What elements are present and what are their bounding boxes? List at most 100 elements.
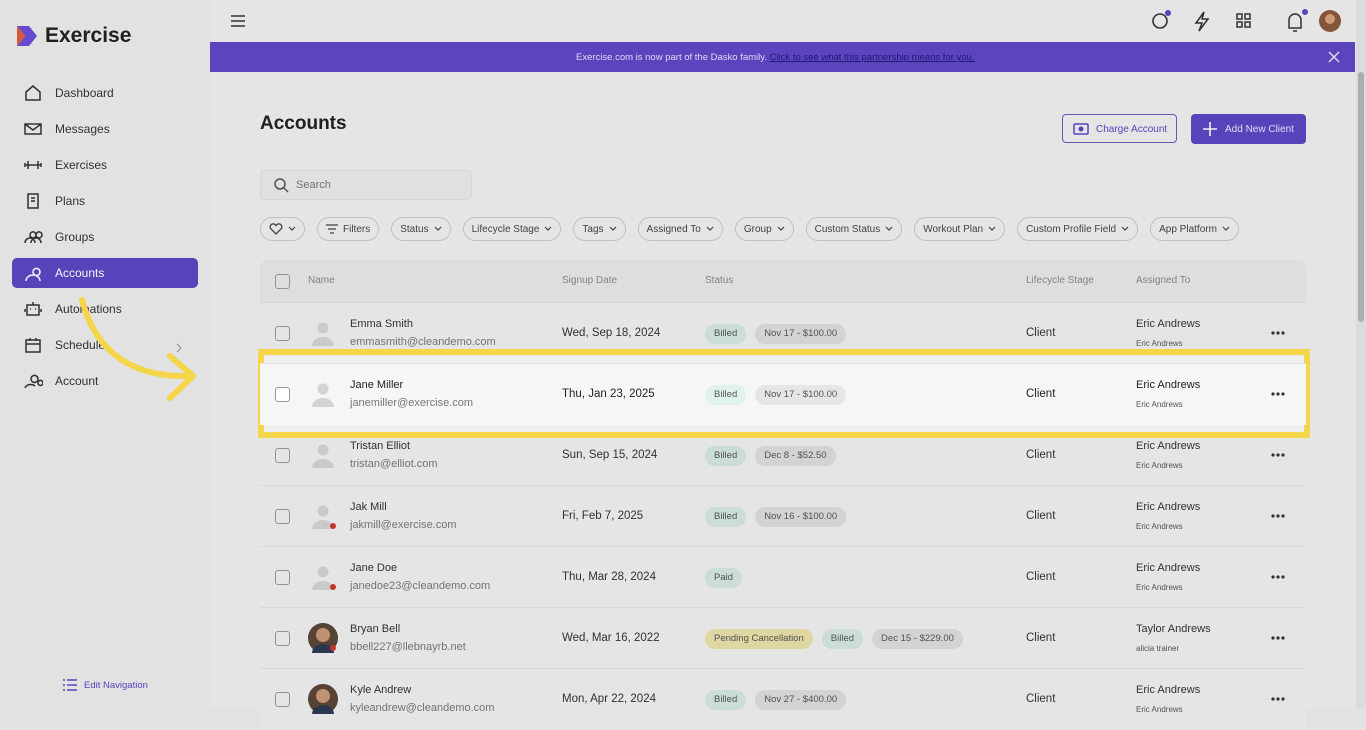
column-header: Lifecycle Stage (1026, 275, 1094, 286)
table-row[interactable]: Jane Miller janemiller@exercise.com Thu, J… (260, 363, 1306, 425)
assigned-sub: alicia trainer (1136, 644, 1180, 653)
status-badges: Billed Nov 16 - $100.00 (705, 506, 855, 527)
filter-label: Custom Profile Field (1026, 223, 1117, 235)
edit-navigation[interactable]: Edit Navigation (84, 680, 148, 691)
row-menu[interactable] (1270, 386, 1286, 407)
row-checkbox[interactable] (275, 448, 290, 463)
select-all-checkbox[interactable] (275, 274, 290, 289)
more-icon (1271, 636, 1285, 640)
table-row[interactable]: Kyle Andrew kyleandrew@cleandemo.com Mon, … (260, 668, 1306, 730)
status-badges: Billed Nov 27 - $400.00 (705, 689, 855, 710)
nav-icon (24, 302, 42, 316)
client-name[interactable]: Kyle Andrew (350, 684, 412, 696)
more-icon (1271, 453, 1285, 457)
row-checkbox[interactable] (275, 570, 290, 585)
table-row[interactable]: Jak Mill jakmill@exercise.com Fri, Feb 7, … (260, 485, 1306, 547)
chevron (434, 226, 442, 231)
avatar (308, 318, 338, 348)
chevron (777, 226, 785, 231)
filter-button[interactable]: Lifecycle Stage (462, 217, 562, 241)
table-row[interactable]: Tristan Elliot tristan@elliot.com Sun, Sep… (260, 424, 1306, 486)
chevron (288, 226, 296, 231)
status-badge: Pending Cancellation (705, 628, 813, 649)
avatar-silhouette (312, 566, 336, 590)
row-checkbox[interactable] (275, 692, 290, 707)
assigned-to: Eric Andrews (1136, 318, 1201, 330)
row-checkbox[interactable] (275, 387, 290, 402)
nav-item[interactable]: Dashboard (12, 78, 198, 108)
nav-item[interactable]: Exercises (12, 150, 198, 180)
charge-account-button[interactable]: Charge Account (1062, 114, 1177, 143)
filter-button[interactable]: Group (734, 217, 794, 241)
row-menu[interactable] (1270, 630, 1286, 651)
search-box[interactable]: Search (260, 170, 472, 200)
nav-item[interactable]: Automations (12, 294, 198, 324)
nav-label: Accounts (55, 266, 105, 280)
nav-item[interactable]: Accounts (12, 258, 198, 288)
nav-label: Dashboard (55, 86, 114, 100)
search-placeholder: Search (296, 179, 331, 191)
client-email: janedoe23@cleandemo.com (350, 580, 491, 592)
avatar-silhouette (312, 383, 334, 407)
assigned-to: Eric Andrews (1136, 379, 1201, 391)
row-menu[interactable] (1270, 447, 1286, 468)
filter-button[interactable]: Custom Profile Field (1017, 217, 1139, 241)
status-badge: Billed (705, 689, 747, 710)
banner: Exercise.com is now part of the Dasko fa… (210, 42, 1355, 72)
favorites-filter[interactable] (260, 217, 305, 241)
row-checkbox[interactable] (275, 326, 290, 341)
nav-icon (24, 231, 43, 244)
nav-item[interactable]: Schedule (12, 330, 198, 360)
filter-button[interactable]: Filters (317, 217, 380, 241)
row-menu[interactable] (1270, 325, 1286, 346)
client-name[interactable]: Jane Doe (350, 562, 398, 574)
more-icon (1271, 575, 1285, 579)
banner-close[interactable] (1328, 51, 1340, 63)
table-row[interactable]: Emma Smith emmasmith@cleandemo.com Wed, Se… (260, 302, 1306, 364)
chevron (988, 226, 996, 231)
chevron (1121, 226, 1129, 231)
row-menu[interactable] (1270, 508, 1286, 529)
table-row[interactable]: Bryan Bell bbell227@llebnayrb.net Wed, Mar… (260, 607, 1306, 669)
row-checkbox[interactable] (275, 509, 290, 524)
nav-item[interactable]: Plans (12, 186, 198, 216)
client-email: bbell227@llebnayrb.net (350, 641, 466, 653)
client-name[interactable]: Emma Smith (350, 318, 413, 330)
filter-button[interactable]: Custom Status (805, 217, 903, 241)
client-name[interactable]: Tristan Elliot (350, 440, 411, 452)
client-name[interactable]: Bryan Bell (350, 623, 401, 635)
avatar-photo (312, 689, 334, 714)
nav-item[interactable]: Messages (12, 114, 198, 144)
client-name[interactable]: Jak Mill (350, 501, 387, 513)
table-row[interactable]: Jane Doe janedoe23@cleandemo.com Thu, Mar … (260, 546, 1306, 608)
status-badges: Pending Cancellation Billed Dec 15 - $229.… (705, 628, 972, 649)
row-menu[interactable] (1270, 569, 1286, 590)
nav-label: Automations (55, 302, 122, 316)
row-checkbox[interactable] (275, 631, 290, 646)
nav-icon (25, 267, 41, 282)
filter-button[interactable]: Workout Plan (914, 217, 1006, 241)
filter-label: Lifecycle Stage (471, 223, 540, 235)
filter-button[interactable]: Assigned To (637, 217, 723, 241)
lifecycle-stage: Client (1026, 632, 1056, 644)
row-menu[interactable] (1270, 691, 1286, 712)
status-badge: Billed (821, 628, 864, 649)
avatar (308, 440, 338, 470)
nav-item[interactable]: Account (12, 366, 198, 396)
menu-toggle[interactable] (230, 14, 246, 28)
status-badge: Dec 8 - $52.50 (755, 445, 836, 466)
filter-button[interactable]: Status (391, 217, 451, 241)
status-badges: Billed Nov 17 - $100.00 (705, 323, 855, 344)
banner-link[interactable]: Click to see what this partnership means… (769, 52, 975, 63)
add-client-button[interactable]: Add New Client (1191, 114, 1306, 144)
client-email: tristan@elliot.com (350, 458, 438, 470)
signup-date: Sun, Sep 15, 2024 (562, 449, 658, 461)
client-name[interactable]: Jane Miller (350, 379, 404, 391)
button-label: Charge Account (1096, 124, 1168, 135)
filter-button[interactable]: App Platform (1150, 217, 1239, 241)
scroll-thumb[interactable] (1358, 72, 1364, 322)
edit-nav-icon (63, 679, 77, 691)
assigned-to: Eric Andrews (1136, 501, 1201, 513)
filter-button[interactable]: Tags (573, 217, 626, 241)
nav-item[interactable]: Groups (12, 222, 198, 252)
